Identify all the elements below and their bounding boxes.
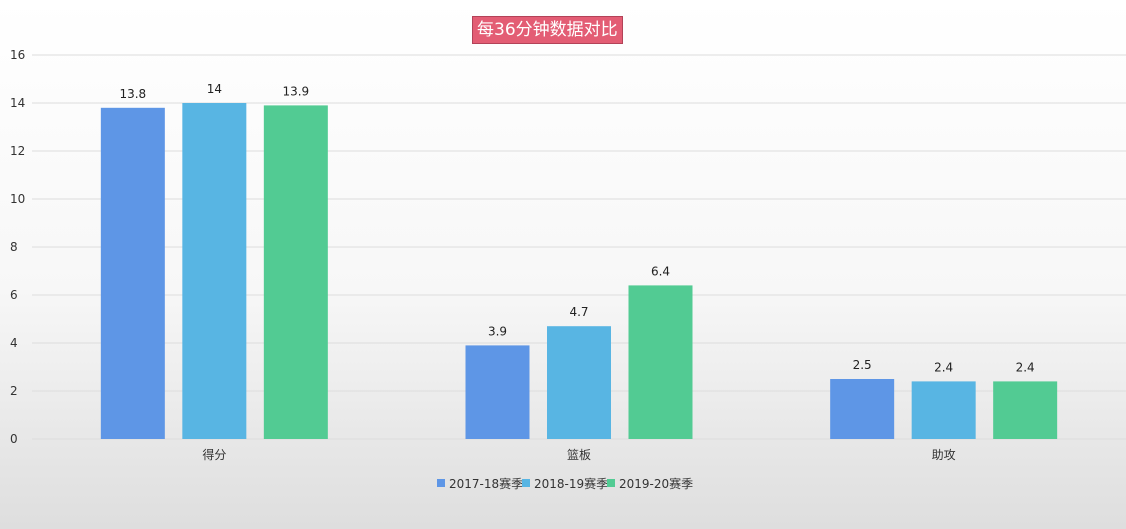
legend-swatch [522,479,530,487]
bar-value-label: 13.9 [282,84,309,98]
legend-label: 2017-18赛季 [449,476,523,491]
legend-item[interactable]: 2019-20赛季 [607,476,693,491]
bars [100,103,1058,440]
y-tick-label: 6 [10,288,18,302]
y-tick-label: 8 [10,240,18,254]
y-axis: 0 2 4 6 8 10 12 14 16 [10,48,25,446]
bar-value-label: 2.4 [934,360,953,374]
bar[interactable] [911,381,976,439]
bar-value-label: 2.5 [853,358,872,372]
chart-title: 每36分钟数据对比 [472,16,623,44]
y-tick-label: 2 [10,384,18,398]
bar[interactable] [993,381,1058,439]
legend-swatch [437,479,445,487]
x-category-label: 助攻 [932,448,956,462]
bar[interactable] [100,107,165,440]
y-tick-label: 14 [10,96,25,110]
bar-value-label: 3.9 [488,324,507,338]
bar[interactable] [263,105,328,440]
bar[interactable] [628,285,693,439]
legend-label: 2018-19赛季 [534,476,608,491]
bar-value-label: 14 [207,82,222,96]
bar[interactable] [182,103,247,439]
legend-item[interactable]: 2018-19赛季 [522,476,608,491]
bar-value-label: 6.4 [651,264,670,278]
legend-swatch [607,479,615,487]
y-tick-label: 0 [10,432,18,446]
y-tick-label: 12 [10,144,25,158]
bar[interactable] [547,326,611,439]
x-category-label: 篮板 [567,447,591,462]
bar-value-label: 4.7 [569,305,588,319]
legend-item[interactable]: 2017-18赛季 [437,476,523,491]
y-tick-label: 16 [10,48,25,62]
bar[interactable] [465,345,530,439]
bar[interactable] [830,379,895,439]
y-tick-label: 4 [10,336,18,350]
x-axis: 得分 篮板 助攻 [202,447,955,462]
data-labels: 13.8 14 13.9 3.9 4.7 6.4 2.5 2.4 2.4 [119,82,1034,374]
legend-label: 2019-20赛季 [619,476,693,491]
legend[interactable]: 2017-18赛季 2018-19赛季 2019-20赛季 [437,476,693,491]
x-category-label: 得分 [202,447,226,462]
bar-value-label: 13.8 [119,87,146,101]
bar-value-label: 2.4 [1016,360,1035,374]
y-tick-label: 10 [10,192,25,206]
